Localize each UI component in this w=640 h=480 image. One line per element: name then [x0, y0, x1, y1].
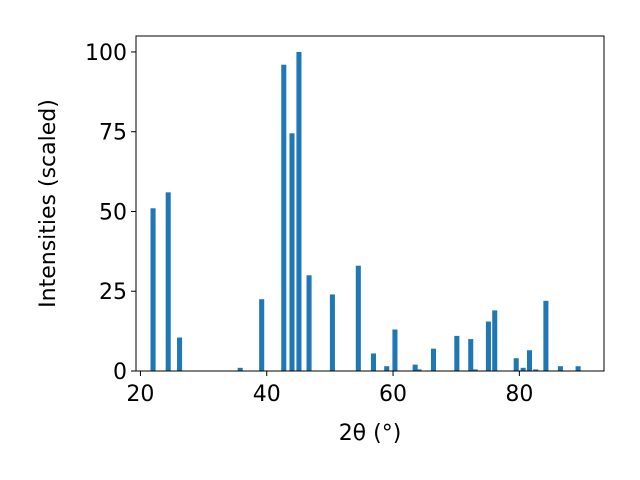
bar-14	[412, 364, 418, 371]
x-tick-label: 40	[253, 382, 281, 407]
bar-28	[575, 366, 581, 371]
bar-3	[237, 367, 243, 371]
y-tick-label: 50	[99, 200, 127, 225]
bar-18	[468, 339, 474, 371]
bar-0	[150, 208, 156, 371]
x-axis-ticks: 20 40 60 80	[126, 371, 533, 407]
bar-26	[543, 300, 549, 371]
y-axis-label: Intensities (scaled)	[36, 99, 61, 308]
bar-5	[281, 64, 287, 372]
y-tick-label: 75	[99, 121, 127, 146]
bar-27	[557, 366, 563, 371]
x-tick-label: 20	[126, 382, 154, 407]
bar-2	[177, 337, 183, 371]
bar-21	[492, 310, 498, 371]
bar-13	[392, 329, 398, 371]
x-axis-label: 2θ (°)	[339, 421, 402, 446]
bar-23	[520, 367, 526, 371]
bar-9	[329, 294, 335, 371]
x-tick-label: 60	[379, 382, 407, 407]
bars-group	[150, 51, 581, 372]
bar-1	[165, 192, 171, 371]
bar-8	[306, 275, 312, 371]
bar-20	[485, 321, 491, 371]
y-tick-label: 100	[85, 41, 127, 66]
bar-11	[370, 353, 376, 371]
bar-17	[454, 335, 460, 371]
bar-4	[259, 299, 265, 371]
bar-7	[296, 51, 302, 371]
bar-25	[533, 369, 539, 371]
bar-15	[416, 369, 422, 371]
x-tick-label: 80	[505, 382, 533, 407]
bar-22	[513, 358, 519, 371]
bar-16	[430, 348, 436, 371]
bar-6	[289, 133, 295, 371]
bar-10	[355, 265, 361, 371]
bar-19	[472, 369, 478, 371]
bar-12	[384, 366, 390, 371]
y-tick-label: 0	[113, 360, 127, 385]
y-tick-label: 25	[99, 280, 127, 305]
y-axis-ticks: 0 25 50 75 100	[85, 41, 136, 385]
plot-frame	[135, 35, 605, 372]
bar-24	[526, 350, 532, 371]
